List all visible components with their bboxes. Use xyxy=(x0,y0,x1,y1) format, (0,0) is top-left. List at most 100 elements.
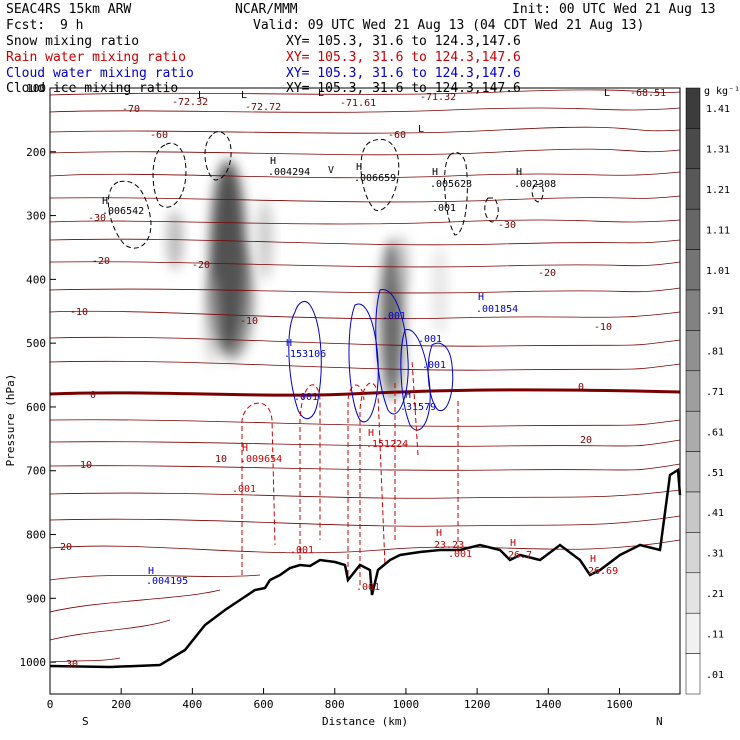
x-tick-label: 1600 xyxy=(606,698,633,711)
colorbar-label: .81 xyxy=(706,347,724,358)
x-tick-label: 400 xyxy=(182,698,202,711)
colorbar-label: .41 xyxy=(706,508,724,519)
extrema-symbol: H xyxy=(510,538,516,549)
temp-label: -20 xyxy=(192,260,210,271)
extrema-symbol: H xyxy=(590,554,596,565)
ice-low-label: L xyxy=(241,90,247,101)
temp-label: -30 xyxy=(88,213,106,224)
colorbar-swatch xyxy=(685,249,701,291)
model-title: SEAC4RS 15km ARW xyxy=(6,2,132,17)
colorbar-label: .51 xyxy=(706,468,724,479)
field-snow-name: Snow mixing ratio xyxy=(6,34,140,49)
cloud-label: .153106 xyxy=(284,349,326,360)
colorbar-swatch xyxy=(685,128,701,170)
cloud-label: .001 xyxy=(418,334,442,345)
org-label: NCAR/MMM xyxy=(235,2,298,17)
snow-max-label: .005623 xyxy=(430,179,472,190)
colorbar-swatch xyxy=(685,532,701,574)
x-tick-label: 200 xyxy=(111,698,131,711)
temp-label: -72.72 xyxy=(245,102,281,113)
colorbar-label: .21 xyxy=(706,589,724,600)
colorbar-swatch xyxy=(685,491,701,533)
colorbar-label: .91 xyxy=(706,306,724,317)
extrema-symbol: H xyxy=(405,390,411,401)
temp-label: 20 xyxy=(580,435,592,446)
temp-label: 20 xyxy=(60,542,72,553)
temp-label: 10 xyxy=(80,460,92,471)
temperature-labels: -70 -72.32 -72.72 -71.61 -71.32 -68.51 -… xyxy=(60,88,666,670)
rain-label: .001 xyxy=(232,484,256,495)
snow-max-label: .006659 xyxy=(354,173,396,184)
ice-low-label: L xyxy=(198,90,204,101)
colorbar-swatch xyxy=(685,330,701,372)
rain-water-contours xyxy=(241,359,459,585)
rain-label: .151224 xyxy=(366,439,408,450)
colorbar-label: .31 xyxy=(706,549,724,560)
temp-label: 30 xyxy=(66,659,78,670)
cloud-water-contours xyxy=(288,289,454,431)
y-tick-label: 300 xyxy=(26,210,46,223)
colorbar-swatch xyxy=(685,289,701,331)
colorbar-label: .71 xyxy=(706,387,724,398)
temp-label: -20 xyxy=(92,256,110,267)
temperature-contours xyxy=(50,89,680,663)
colorbar-swatch xyxy=(685,612,701,654)
x-tick-label: 0 xyxy=(47,698,54,711)
shade-plume-lower xyxy=(204,275,220,365)
colorbar-swatch xyxy=(685,87,701,129)
cloud-label: .001 xyxy=(422,360,446,371)
field-cloud-name: Cloud water mixing ratio xyxy=(6,66,194,81)
temp-label: -10 xyxy=(240,316,258,327)
field-snow-xy: XY= 105.3, 31.6 to 124.3,147.6 xyxy=(286,34,521,49)
x-tick-label: 1400 xyxy=(535,698,562,711)
cloud-label: .001 xyxy=(382,311,406,322)
rain-label: .009654 xyxy=(240,454,282,465)
temp-label: -30 xyxy=(498,220,516,231)
temp-label: -10 xyxy=(594,322,612,333)
y-tick-label: 600 xyxy=(26,401,46,414)
extrema-symbol: H xyxy=(356,162,362,173)
y-tick-label: 400 xyxy=(26,273,46,286)
cloud-label: .001854 xyxy=(476,304,518,315)
temp-label: -71.32 xyxy=(420,92,456,103)
cloud-label: .004195 xyxy=(146,576,188,587)
temp-label: -60 xyxy=(388,130,406,141)
x-end-label-north: N xyxy=(656,715,663,728)
plot-frame xyxy=(49,87,681,695)
x-tick-label: 800 xyxy=(325,698,345,711)
rain-label: 26.7 xyxy=(508,550,532,561)
y-tick-label: 700 xyxy=(26,465,46,478)
y-tick-label: 900 xyxy=(26,592,46,605)
init-time: Init: 00 UTC Wed 21 Aug 13 xyxy=(512,2,716,17)
rain-label: 23.23 xyxy=(434,540,464,551)
colorbar-unit: g kg⁻¹ xyxy=(704,86,740,97)
valid-time: Valid: 09 UTC Wed 21 Aug 13 (04 CDT Wed … xyxy=(253,18,645,33)
colorbar-label: .01 xyxy=(706,670,724,681)
rain-water-labels: H .009654 .001 .001 .001 H .151224 .001 … xyxy=(232,428,618,593)
rain-label: .001 xyxy=(290,545,314,556)
temp-label: 0 xyxy=(90,390,96,401)
temp-label: -10 xyxy=(70,307,88,318)
temp-label: -70 xyxy=(122,104,140,115)
temp-label: -60 xyxy=(150,130,168,141)
extrema-symbol: H xyxy=(436,528,442,539)
snow-contours xyxy=(107,131,544,249)
rain-label: .001 xyxy=(448,549,472,560)
terrain-profile xyxy=(49,467,682,669)
colorbar-swatch xyxy=(685,451,701,493)
cloud-label: .001 xyxy=(294,392,318,403)
colorbar-swatch xyxy=(685,653,701,695)
shade-plume-main-core xyxy=(210,240,254,360)
colorbar-label: 1.41 xyxy=(706,104,730,115)
colorbar-label: .61 xyxy=(706,427,724,438)
y-tick-label: 100 xyxy=(26,82,46,95)
y-axis: 100 200 300 400 500 600 700 800 900 1000 xyxy=(20,82,56,669)
extrema-symbol: H xyxy=(286,338,292,349)
shade-plume-east-2 xyxy=(432,245,448,335)
colorbar: g kg⁻¹ 1.41 1.31 1.21 1.11 1.01 .91 .81 .71 .61.… xyxy=(685,86,740,695)
colorbar-swatch xyxy=(685,168,701,210)
ice-low-label: L xyxy=(418,124,424,135)
ice-label: V xyxy=(328,165,334,176)
colorbar-swatch xyxy=(685,410,701,452)
